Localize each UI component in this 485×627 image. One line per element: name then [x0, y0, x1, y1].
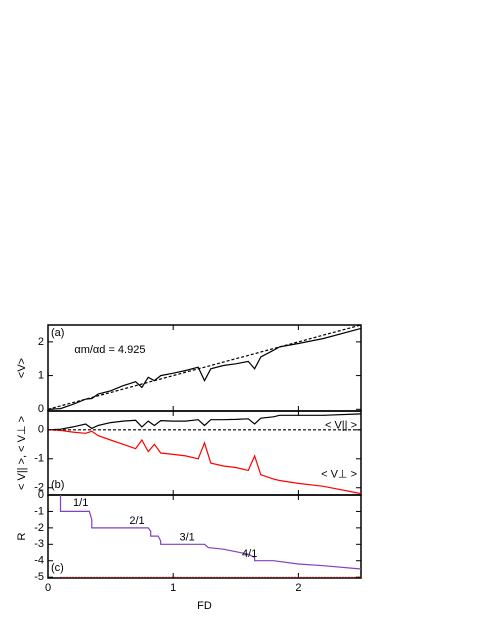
y-tick-label: 2 — [38, 336, 44, 348]
legend-label: < V|| > — [325, 419, 357, 431]
plot-frame — [47, 494, 362, 579]
y-axis-label: R — [16, 532, 28, 540]
annotation: 3/1 — [179, 532, 194, 544]
y-tick-label: 0 — [38, 424, 44, 436]
x-axis-label: FD — [197, 600, 212, 612]
y-tick-label: 1 — [38, 369, 44, 381]
y-axis-label: < V|| >, < V⊥ > — [16, 416, 28, 490]
x-tick-label: 1 — [170, 582, 176, 594]
y-axis-label: <V> — [16, 358, 28, 378]
panel-label: (c) — [51, 562, 64, 574]
y-tick-label: -1 — [34, 505, 44, 517]
series-line — [47, 324, 362, 410]
y-tick-label: -2 — [34, 522, 44, 534]
panel-label: (b) — [51, 479, 64, 491]
y-tick-label: -1 — [34, 453, 44, 465]
annotation: αm/αd = 4.925 — [74, 344, 145, 356]
plot-frame — [47, 410, 362, 496]
series-line — [59, 495, 362, 570]
legend-label: < V⊥ > — [321, 469, 357, 481]
y-tick-label: -5 — [34, 571, 44, 583]
annotation: 2/1 — [129, 515, 144, 527]
x-tick-label: 0 — [45, 582, 51, 594]
series-line — [47, 327, 362, 410]
y-tick-label: -4 — [34, 555, 44, 567]
y-tick-label: -2 — [34, 482, 44, 494]
x-tick-label: 2 — [295, 582, 301, 594]
y-tick-label: 0 — [38, 489, 44, 501]
y-tick-label: 0 — [38, 403, 44, 415]
series-line — [47, 413, 362, 431]
series-line — [47, 429, 362, 495]
annotation: 4/1 — [242, 548, 257, 560]
panel-label: (a) — [51, 327, 64, 339]
annotation: 1/1 — [73, 497, 88, 509]
y-tick-label: -3 — [34, 538, 44, 550]
